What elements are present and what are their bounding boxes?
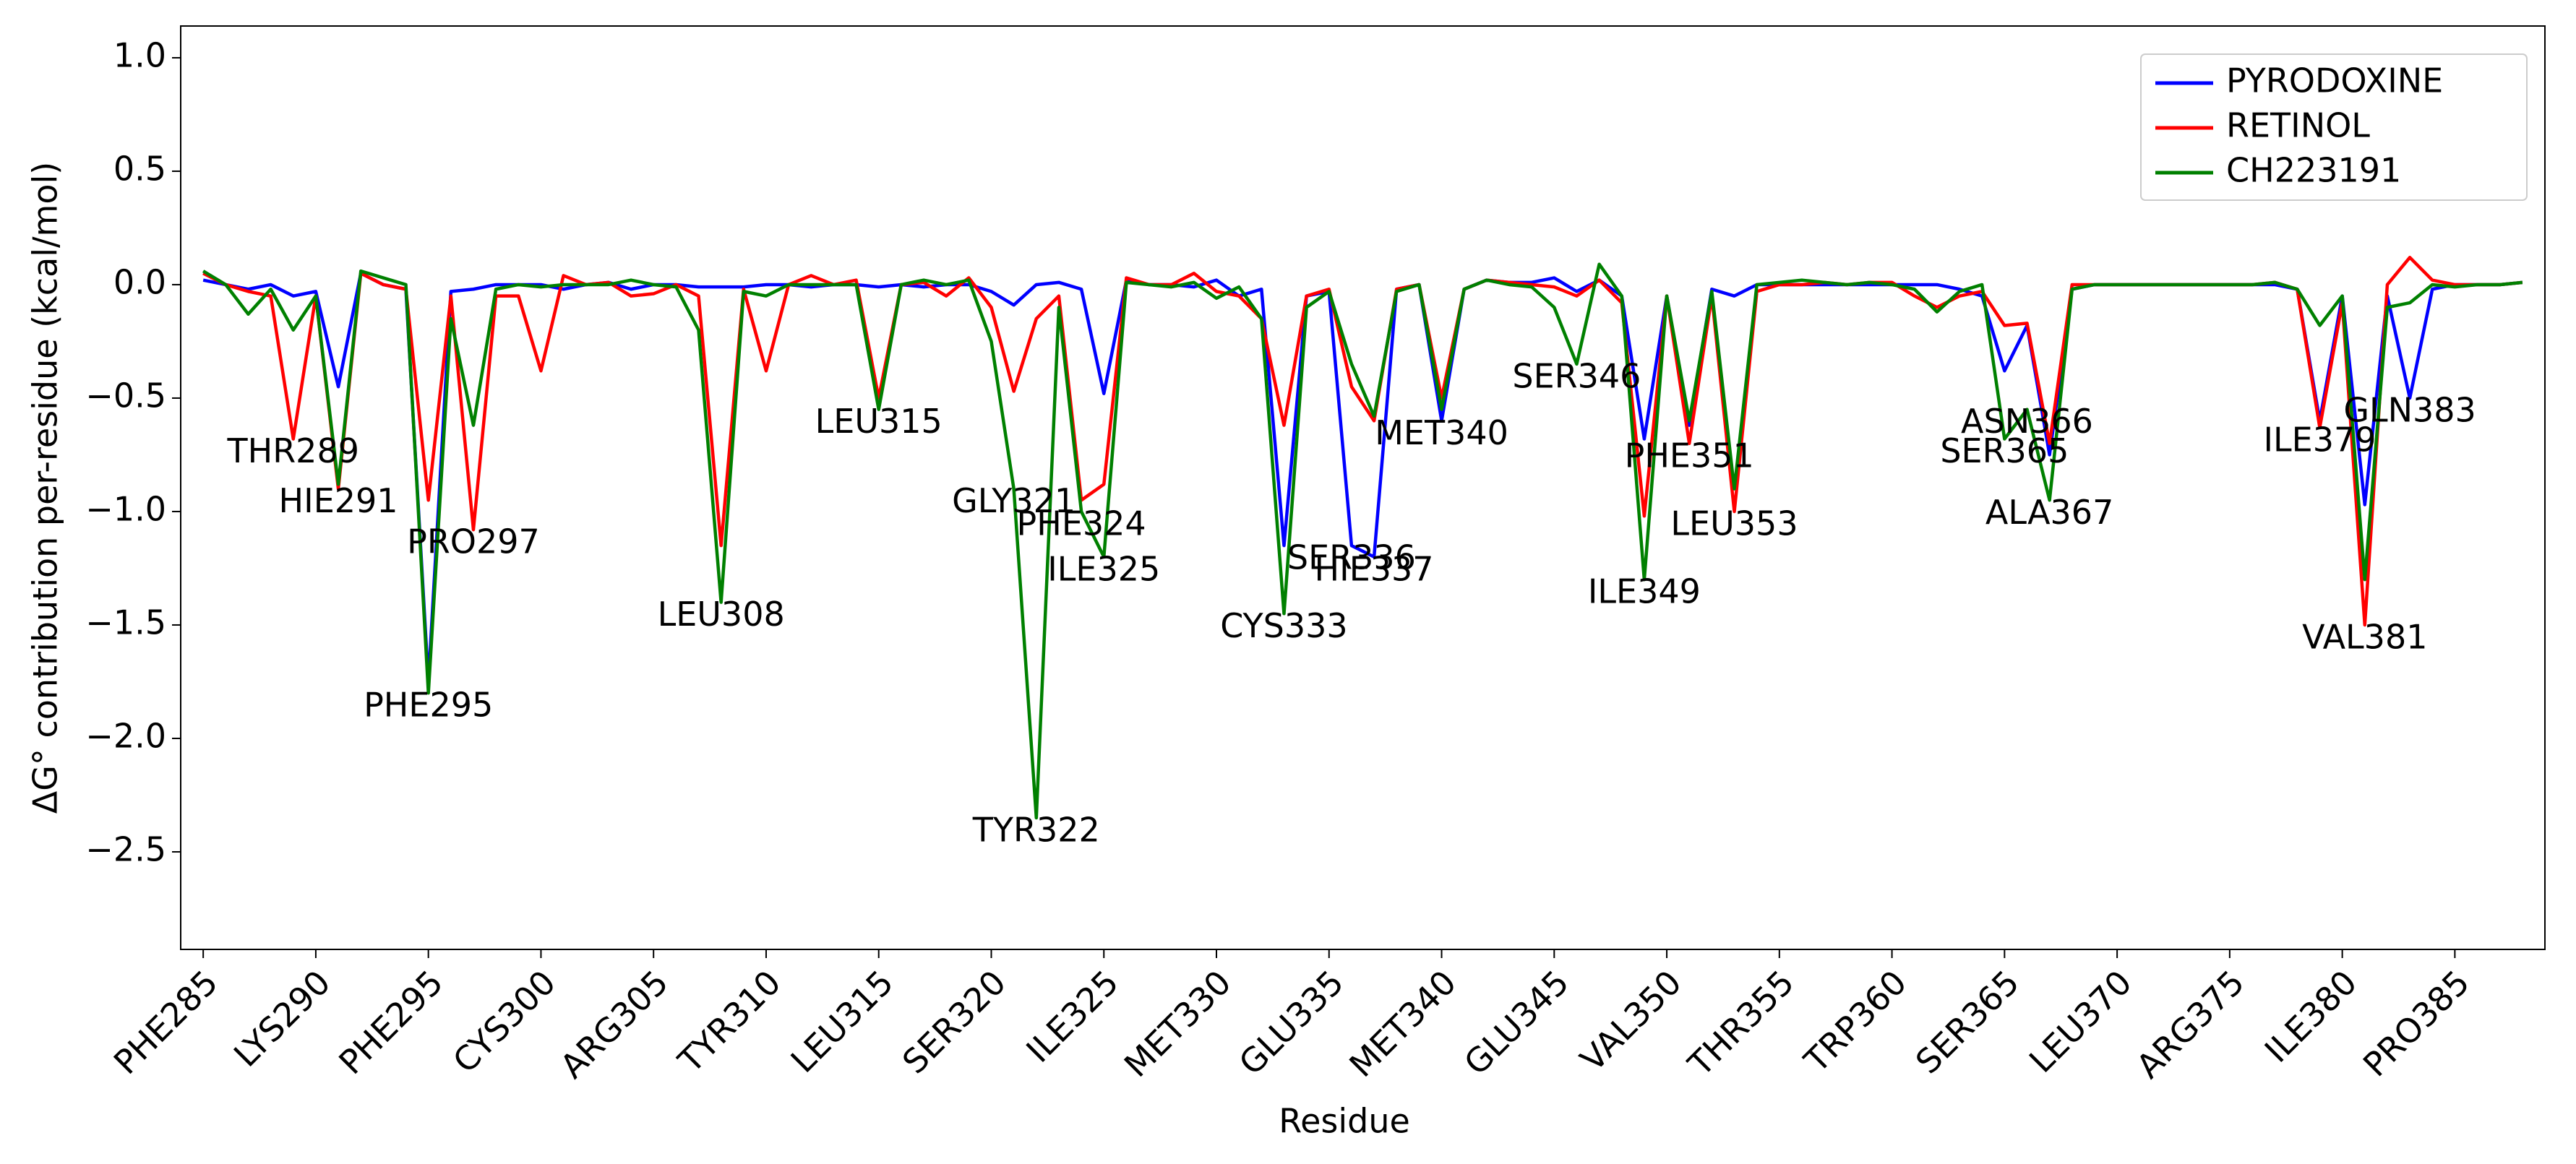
x-tick-label: MET330 <box>1117 962 1239 1085</box>
x-tick-label: CYS300 <box>445 962 563 1080</box>
annotation: GLN383 <box>2343 390 2476 429</box>
annotation: PRO297 <box>407 522 540 561</box>
annotation: ILE325 <box>1047 549 1160 588</box>
x-tick-label: LYS290 <box>226 962 338 1074</box>
x-axis-label: Residue <box>1279 1102 1410 1141</box>
x-tick-label: LEU315 <box>783 962 901 1080</box>
annotation: HIE337 <box>1315 549 1434 588</box>
annotation: GLY321 <box>952 481 1076 520</box>
x-tick-label: MET340 <box>1341 962 1464 1085</box>
y-tick-label: −0.5 <box>85 376 166 415</box>
x-tick-label: SER365 <box>1908 962 2027 1081</box>
x-tick-label: TYR310 <box>670 962 788 1080</box>
series-line <box>202 262 2523 820</box>
x-tick-label: PHE295 <box>331 962 450 1082</box>
annotation: MET340 <box>1375 413 1508 452</box>
x-tick-label: ARG305 <box>552 962 675 1085</box>
x-tick-label: PHE285 <box>106 962 226 1082</box>
annotation: PHE324 <box>1016 504 1146 543</box>
legend-label: PYRODOXINE <box>2226 61 2443 100</box>
legend: PYRODOXINE RETINOL CH223191 <box>2140 53 2528 201</box>
x-tick-label: THR355 <box>1680 962 1802 1084</box>
annotation: ALA367 <box>1985 493 2113 532</box>
annotation: ASN366 <box>1961 402 2093 441</box>
x-tick-label: SER320 <box>895 962 1013 1081</box>
x-tick-label: ILE380 <box>2257 962 2365 1070</box>
x-tick-label: PRO385 <box>2356 962 2477 1084</box>
y-tick-label: −1.5 <box>85 603 166 642</box>
annotation: SER336 <box>1287 538 1416 577</box>
x-tick-label: ARG375 <box>2129 962 2251 1085</box>
y-tick-label: 0.5 <box>113 149 166 188</box>
annotation: HIE291 <box>279 481 398 520</box>
annotation: ILE379 <box>2263 420 2376 459</box>
y-tick-label: −2.5 <box>85 829 166 868</box>
annotation: LEU353 <box>1670 504 1798 543</box>
annotation: SER365 <box>1940 431 2069 470</box>
legend-label: RETINOL <box>2226 106 2370 145</box>
x-tick-label: GLU345 <box>1456 962 1576 1082</box>
annotation: LEU315 <box>815 402 943 441</box>
annotation: VAL381 <box>2302 617 2427 656</box>
annotation: LEU308 <box>658 595 785 634</box>
legend-box <box>2140 53 2528 201</box>
y-tick-label: −1.0 <box>85 489 166 528</box>
y-tick-label: 0.0 <box>113 262 166 301</box>
plot-frame <box>180 25 2546 950</box>
x-tick-label: LEU370 <box>2022 962 2139 1080</box>
annotation: THR289 <box>227 431 359 470</box>
annotation: ILE349 <box>1588 572 1701 611</box>
annotation: PHE295 <box>364 686 493 725</box>
annotation: PHE351 <box>1625 436 1754 475</box>
annotation: CYS333 <box>1220 606 1347 645</box>
x-tick-label: VAL350 <box>1573 962 1689 1079</box>
x-tick-label: GLU335 <box>1232 962 1352 1082</box>
y-axis-label: ΔG° contribution per-residue (kcal/mol) <box>26 162 65 814</box>
x-tick-label: ILE325 <box>1018 962 1126 1070</box>
y-tick-label: 1.0 <box>113 35 166 74</box>
annotation: TYR322 <box>972 810 1100 849</box>
legend-label: CH223191 <box>2226 151 2401 190</box>
annotation: SER346 <box>1512 356 1641 395</box>
x-tick-label: TRP360 <box>1796 962 1914 1080</box>
y-tick-label: −2.0 <box>85 716 166 755</box>
